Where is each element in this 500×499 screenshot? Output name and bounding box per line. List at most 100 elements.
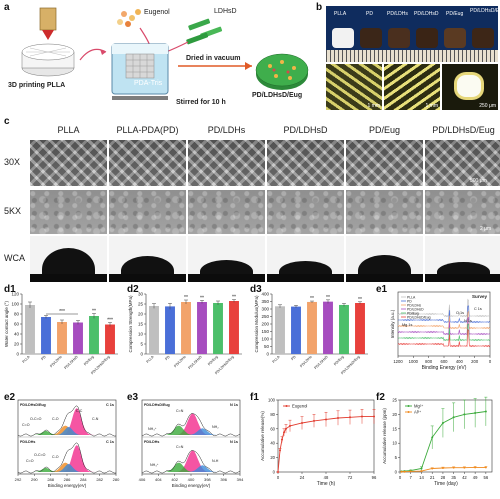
chart-title: Survey xyxy=(472,294,488,299)
bar-5 xyxy=(105,324,115,354)
wca-droplet-image xyxy=(30,236,107,282)
x-tick-label: 14 xyxy=(419,475,424,480)
bar-2 xyxy=(181,302,191,354)
data-point xyxy=(420,470,423,473)
fitted-peak xyxy=(142,413,240,435)
column-label-3: PD/LDHsD xyxy=(283,125,328,135)
x-tick-label: PD/LDHsD xyxy=(313,355,329,371)
x-tick-label: 0 xyxy=(277,475,280,480)
bar-1 xyxy=(291,306,301,354)
significance-label: ** xyxy=(92,309,96,315)
x-tick-label: 1000 xyxy=(409,359,419,364)
data-point xyxy=(373,415,375,418)
bar-4 xyxy=(213,303,223,354)
peak-label: C-O xyxy=(52,417,59,421)
data-point xyxy=(431,467,434,470)
column-label-1: PLLA-PDA(PD) xyxy=(116,125,179,135)
panel-label-c: c xyxy=(4,116,10,127)
data-point xyxy=(452,416,455,419)
legend-label: PD xyxy=(407,300,412,304)
photo-label-pd: PD xyxy=(366,11,373,17)
x-tick-label: 286 xyxy=(64,477,71,482)
droplet-icon xyxy=(199,260,254,274)
y-tick-label: 0 xyxy=(16,352,19,357)
label-ldhsd: LDHsD xyxy=(214,8,237,15)
raw-spectrum-line xyxy=(17,405,117,437)
fitted-peak xyxy=(18,426,116,435)
y-tick-label: 60 xyxy=(14,322,20,327)
y-tick-label: 120 xyxy=(11,292,19,297)
fitted-peak xyxy=(142,450,240,472)
x-tick-label: PD/LDHs xyxy=(173,355,187,369)
y-tick-label: 200 xyxy=(261,322,269,327)
data-point xyxy=(452,466,455,469)
series-label: PD/LDHsD/Eug xyxy=(144,403,170,407)
data-point xyxy=(361,415,363,418)
data-point xyxy=(281,438,283,441)
x-tick-label: PD/LDHs xyxy=(49,355,63,369)
x-tick-label: 396 xyxy=(220,477,227,482)
wca-droplet-image xyxy=(425,236,500,282)
x-tick-label: PD xyxy=(164,355,171,362)
legend-label: PD/LDHsD xyxy=(407,308,424,312)
sample-pdeug xyxy=(444,28,466,48)
data-point xyxy=(285,427,287,430)
survey-line-5 xyxy=(397,328,491,348)
y-axis-label: Water contact angle (°) xyxy=(4,301,9,347)
panel-label-e1: e1 xyxy=(376,284,388,295)
series-label: PD/LDHs xyxy=(144,440,159,444)
column-label-5: PD/LDHsD/Eug xyxy=(432,125,495,135)
legend-label: PLLA xyxy=(407,296,416,300)
data-point xyxy=(484,466,487,469)
x-tick-label: PD/Eug xyxy=(333,355,345,367)
sem-5kx-image xyxy=(109,190,186,234)
y-tick-label: 10 xyxy=(392,441,397,446)
y-tick-label: 30 xyxy=(138,292,144,297)
droplet-icon xyxy=(357,255,412,274)
x-tick-label: 292 xyxy=(15,477,22,482)
significance-label: ** xyxy=(232,295,236,301)
plot-frame xyxy=(399,399,493,473)
panel-label-d3: d3 xyxy=(250,284,262,295)
panel-label-b: b xyxy=(316,2,323,13)
legend-marker xyxy=(407,405,410,407)
x-tick-label: PLLA xyxy=(272,354,281,363)
data-point xyxy=(283,431,285,434)
scale-bar-2: 1 mm xyxy=(425,103,439,109)
x-tick-label: 400 xyxy=(188,477,195,482)
peak-annotation: C 1s xyxy=(474,307,482,311)
sem-5kx-image xyxy=(346,190,423,234)
legend-label: PD/LDHsD/Eug xyxy=(407,316,431,320)
x-tick-label: 35 xyxy=(451,475,456,480)
sample-pdldhsd xyxy=(416,28,438,48)
y-tick-label: 150 xyxy=(261,329,269,334)
y-tick-label: 100 xyxy=(11,302,19,307)
droplet-icon xyxy=(278,261,333,274)
label-product: PD/LDHsD/Eug xyxy=(252,92,303,99)
sem-30x-image xyxy=(267,140,344,186)
x-tick-label: 42 xyxy=(462,475,467,480)
fitted-peak xyxy=(18,463,116,472)
y-tick-label: 400 xyxy=(261,292,269,297)
y-tick-label: 20 xyxy=(270,455,275,460)
bar-3 xyxy=(323,301,333,354)
x-tick-label: 96 xyxy=(372,475,377,480)
row-label-30x: 30X xyxy=(4,157,21,167)
raw-spectrum-line xyxy=(141,413,241,437)
x-tick-label: 406 xyxy=(139,477,146,482)
survey-line-2 xyxy=(397,310,491,330)
sem-30x-image xyxy=(30,140,107,186)
bar-0 xyxy=(275,306,285,354)
y-tick-label: 15 xyxy=(138,322,144,327)
x-tick-label: 290 xyxy=(31,477,38,482)
sem-30x-image xyxy=(188,140,265,186)
panel-label-f2: f2 xyxy=(376,392,385,403)
y-tick-label: 0 xyxy=(140,352,143,357)
peak-label: C=O xyxy=(26,459,34,463)
y-tick-label: 60 xyxy=(270,426,275,431)
peak-label: O-C=O xyxy=(30,417,42,421)
legend-label: Mg²⁺ xyxy=(414,404,423,409)
bar-1 xyxy=(41,317,51,354)
data-point xyxy=(484,410,487,413)
label-stirred: Stirred for 10 h xyxy=(176,99,226,106)
